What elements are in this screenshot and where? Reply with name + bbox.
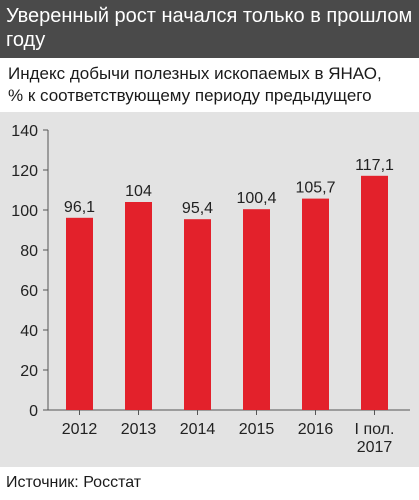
y-tick-label: 100 [11,203,38,220]
x-tick-label: I пол. [355,421,395,438]
y-tick-label: 20 [20,363,38,380]
chart-title: Уверенный рост начался только в прошлом … [0,0,419,58]
data-label: 117,1 [355,157,394,174]
source-note: Источник: Росстат [6,474,142,491]
subtitle-line-1: Индекс добычи полезных ископаемых в ЯНАО… [8,64,382,83]
data-label: 104 [125,183,152,200]
bar [243,209,270,410]
x-tick-label: 2016 [298,421,334,438]
y-tick-label: 0 [29,403,38,420]
bar-chart: 0 20 40 60 80 100 120 140 96,1 2012 104 2013 95,4 201… [11,123,410,456]
data-label: 95,4 [182,200,213,217]
bar [66,217,93,410]
data-label: 105,7 [295,180,335,197]
bar [361,175,388,410]
y-tick-label: 140 [11,123,38,140]
x-tick-label: 2014 [180,421,216,438]
x-tick-label: 2012 [62,421,98,438]
bar [184,219,211,410]
data-label: 96,1 [64,199,95,216]
y-tick-label: 80 [20,243,38,260]
chart-panel: 0 20 40 60 80 100 120 140 96,1 2012 104 2013 95,4 201… [0,112,419,467]
x-tick-label: 2017 [357,439,393,456]
x-tick-label: 2015 [239,421,275,438]
bar [125,202,152,410]
x-tick-label: 2013 [121,421,157,438]
y-tick-label: 60 [20,283,38,300]
data-label: 100,4 [236,190,276,207]
bar [302,198,329,410]
y-tick-label: 40 [20,323,38,340]
y-tick-label: 120 [11,163,38,180]
